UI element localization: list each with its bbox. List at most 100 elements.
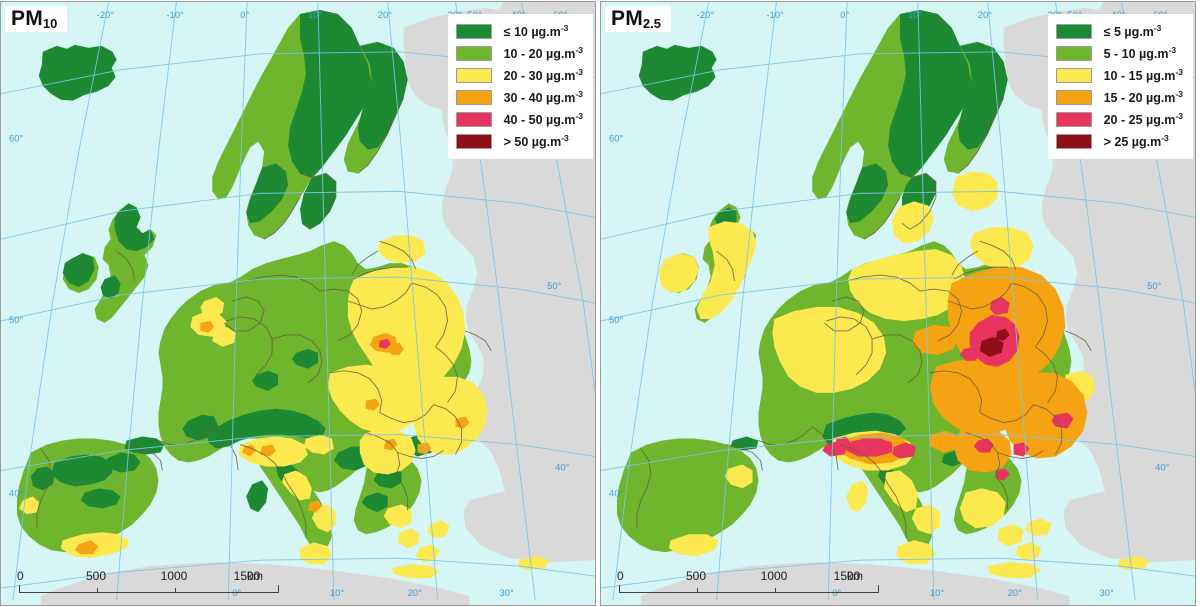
lat-label-60-left: 60° xyxy=(9,134,24,145)
scalebar-tick-1500: 1500 xyxy=(233,569,261,583)
legend-swatch-class1 xyxy=(455,23,492,39)
legend-text: 20 - 30 µg.m xyxy=(503,69,576,84)
panel-title-pm25: PM2.5 xyxy=(611,7,661,30)
legend-label-class2: 5 - 10 µg.m-3 xyxy=(1104,45,1176,61)
legend-exponent: -3 xyxy=(1175,110,1183,121)
legend-exponent: -3 xyxy=(1168,44,1177,55)
panel-title-pm10: PM10 xyxy=(11,7,57,30)
legend-label-class2: 10 - 20 µg.m-3 xyxy=(504,45,583,61)
scalebar-tick-1000: 1000 xyxy=(760,569,788,583)
legend-exponent: -3 xyxy=(1161,132,1169,143)
map-panel-pm25: -20° -10° 0° 10° 20° 30° 40° 60° 50° 40°… xyxy=(600,1,1196,606)
legend-swatch-class2 xyxy=(1055,45,1092,61)
legend-text: 10 - 20 µg.m xyxy=(503,47,576,62)
scalebar-bar xyxy=(19,585,279,593)
lat-label-50-left: 50° xyxy=(609,315,624,326)
scalebar-ticks: 0 500 1000 1500 km xyxy=(17,569,279,583)
legend-text: ≤ 10 µg.m xyxy=(503,25,561,40)
legend-text: > 50 µg.m xyxy=(503,135,562,150)
legend-swatch-class3 xyxy=(455,67,492,83)
lon-label--10: -10° xyxy=(766,10,784,21)
legend-label-class5: 20 - 25 µg.m-3 xyxy=(1104,111,1183,127)
lon-label-30-bottom: 30° xyxy=(1099,588,1114,599)
legend-exponent: -3 xyxy=(575,66,583,77)
legend-pm25: ≤ 5 µg.m-3 5 - 10 µg.m-3 10 - 15 µg.m-3 … xyxy=(1047,14,1193,159)
graticule-lines xyxy=(1,2,595,601)
legend-pm10: ≤ 10 µg.m-3 10 - 20 µg.m-3 20 - 30 µg.m-… xyxy=(447,14,593,159)
legend-text: 40 - 50 µg.m xyxy=(503,113,576,128)
lat-label-40-right: 40° xyxy=(1155,462,1170,473)
scalebar-tick-500: 500 xyxy=(685,569,707,583)
legend-row: 10 - 20 µg.m-3 xyxy=(455,42,583,64)
scalebar-unit: km xyxy=(847,569,863,583)
legend-row: 30 - 40 µg.m-3 xyxy=(455,86,583,108)
legend-label-class5: 40 - 50 µg.m-3 xyxy=(504,111,583,127)
legend-swatch-class5 xyxy=(1055,111,1092,127)
scalebar-tick-1000: 1000 xyxy=(160,569,188,583)
legend-exponent: -3 xyxy=(575,44,583,55)
concentration-class5-layer xyxy=(378,338,391,349)
map-panel-pm10: -20° -10° 0° 10° 20° 30° 40° 60° 50° 40°… xyxy=(0,1,596,606)
legend-label-class4: 30 - 40 µg.m-3 xyxy=(504,89,583,105)
scalebar-ticks: 0 500 1000 1500 km xyxy=(617,569,879,583)
panel-title-main: PM xyxy=(611,7,643,30)
legend-label-class6: > 50 µg.m-3 xyxy=(504,133,569,149)
lon-label-10-bottom: 10° xyxy=(930,588,945,599)
legend-swatch-class3 xyxy=(1055,67,1092,83)
lon-label-0-bottom: 0° xyxy=(232,588,241,599)
panel-title-subscript: 10 xyxy=(42,16,58,31)
legend-exponent: -3 xyxy=(1153,22,1162,33)
scalebar-tick-0: 0 xyxy=(17,569,24,583)
scalebar-bar xyxy=(619,585,879,593)
lat-label-50-left: 50° xyxy=(9,315,24,326)
lon-label--10: -10° xyxy=(166,10,184,21)
legend-text: 30 - 40 µg.m xyxy=(503,91,576,106)
legend-swatch-class4 xyxy=(455,89,492,105)
legend-row: 15 - 20 µg.m-3 xyxy=(1055,86,1183,108)
legend-row: 40 - 50 µg.m-3 xyxy=(455,108,583,130)
legend-label-class4: 15 - 20 µg.m-3 xyxy=(1104,89,1183,105)
legend-exponent: -3 xyxy=(1175,88,1183,99)
legend-exponent: -3 xyxy=(575,88,583,99)
lon-label-10: 10° xyxy=(308,10,323,21)
lon-label-0: 0° xyxy=(240,10,249,21)
legend-row: 20 - 25 µg.m-3 xyxy=(1055,108,1183,130)
lon-label-20: 20° xyxy=(978,10,993,21)
lat-label-50-right: 50° xyxy=(547,281,562,292)
legend-swatch-class1 xyxy=(1055,23,1092,39)
legend-swatch-class4 xyxy=(1055,89,1092,105)
legend-swatch-class6 xyxy=(455,133,492,149)
legend-label-class1: ≤ 10 µg.m-3 xyxy=(504,23,569,39)
legend-label-class3: 20 - 30 µg.m-3 xyxy=(504,67,583,83)
legend-label-class3: 10 - 15 µg.m-3 xyxy=(1104,67,1183,83)
legend-row: ≤ 5 µg.m-3 xyxy=(1055,20,1183,42)
scalebar-tick-500: 500 xyxy=(85,569,107,583)
scalebar-tick-0: 0 xyxy=(617,569,624,583)
lon-label-30-bottom: 30° xyxy=(499,588,514,599)
scalebar-tick-1500: 1500 xyxy=(833,569,861,583)
legend-label-class6: > 25 µg.m-3 xyxy=(1104,133,1169,149)
lon-label-0-bottom: 0° xyxy=(832,588,841,599)
legend-exponent: -3 xyxy=(560,22,569,33)
legend-row: 20 - 30 µg.m-3 xyxy=(455,64,583,86)
panel-title-subscript: 2.5 xyxy=(642,16,661,31)
lat-label-40-left: 40° xyxy=(609,488,624,499)
legend-text: > 25 µg.m xyxy=(1103,135,1162,150)
legend-row: > 25 µg.m-3 xyxy=(1055,130,1183,152)
scalebar-unit: km xyxy=(247,569,263,583)
panel-title-box-pm10: PM10 xyxy=(5,6,68,32)
lat-label-40-right: 40° xyxy=(555,462,570,473)
legend-swatch-class5 xyxy=(455,111,492,127)
country-borders xyxy=(36,97,492,539)
legend-row: > 50 µg.m-3 xyxy=(455,130,583,152)
scalebar-pm10: 0 500 1000 1500 km xyxy=(17,569,279,597)
panel-title-main: PM xyxy=(11,7,43,30)
legend-exponent: -3 xyxy=(575,110,583,121)
legend-text: 15 - 20 µg.m xyxy=(1103,91,1176,106)
lon-label-10-bottom: 10° xyxy=(330,588,345,599)
legend-exponent: -3 xyxy=(561,132,569,143)
legend-row: ≤ 10 µg.m-3 xyxy=(455,20,583,42)
lon-label-20-bottom: 20° xyxy=(408,588,423,599)
concentration-class6-layer xyxy=(979,328,1010,357)
lat-label-60-left: 60° xyxy=(609,134,624,145)
